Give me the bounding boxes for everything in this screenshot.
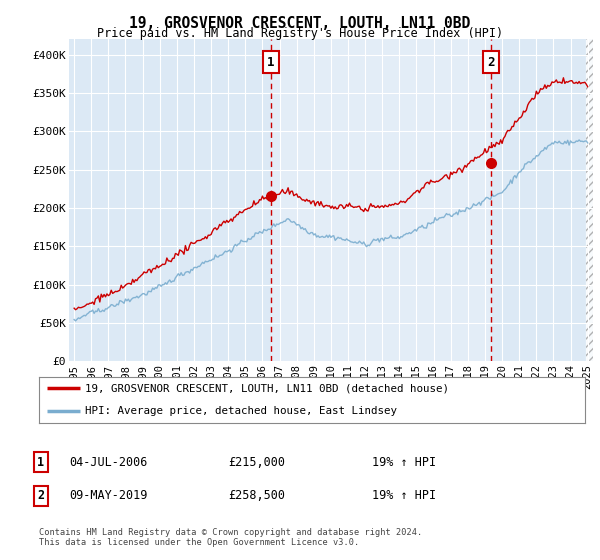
Text: 09-MAY-2019: 09-MAY-2019 bbox=[69, 489, 148, 502]
Text: 19, GROSVENOR CRESCENT, LOUTH, LN11 0BD (detached house): 19, GROSVENOR CRESCENT, LOUTH, LN11 0BD … bbox=[85, 384, 449, 394]
Bar bbox=[271, 39, 491, 361]
Text: 19% ↑ HPI: 19% ↑ HPI bbox=[372, 455, 436, 469]
Text: 19, GROSVENOR CRESCENT, LOUTH, LN11 0BD: 19, GROSVENOR CRESCENT, LOUTH, LN11 0BD bbox=[130, 16, 470, 31]
Text: 2: 2 bbox=[488, 55, 495, 69]
Text: £258,500: £258,500 bbox=[228, 489, 285, 502]
Text: Price paid vs. HM Land Registry's House Price Index (HPI): Price paid vs. HM Land Registry's House … bbox=[97, 27, 503, 40]
Text: 04-JUL-2006: 04-JUL-2006 bbox=[69, 455, 148, 469]
Bar bbox=[586, 39, 593, 361]
Text: 19% ↑ HPI: 19% ↑ HPI bbox=[372, 489, 436, 502]
Text: 1: 1 bbox=[37, 455, 44, 469]
Text: HPI: Average price, detached house, East Lindsey: HPI: Average price, detached house, East… bbox=[85, 407, 397, 416]
Text: £215,000: £215,000 bbox=[228, 455, 285, 469]
Text: 2: 2 bbox=[37, 489, 44, 502]
Text: 1: 1 bbox=[267, 55, 275, 69]
Text: Contains HM Land Registry data © Crown copyright and database right 2024.
This d: Contains HM Land Registry data © Crown c… bbox=[39, 528, 422, 547]
Bar bbox=[586, 39, 593, 361]
